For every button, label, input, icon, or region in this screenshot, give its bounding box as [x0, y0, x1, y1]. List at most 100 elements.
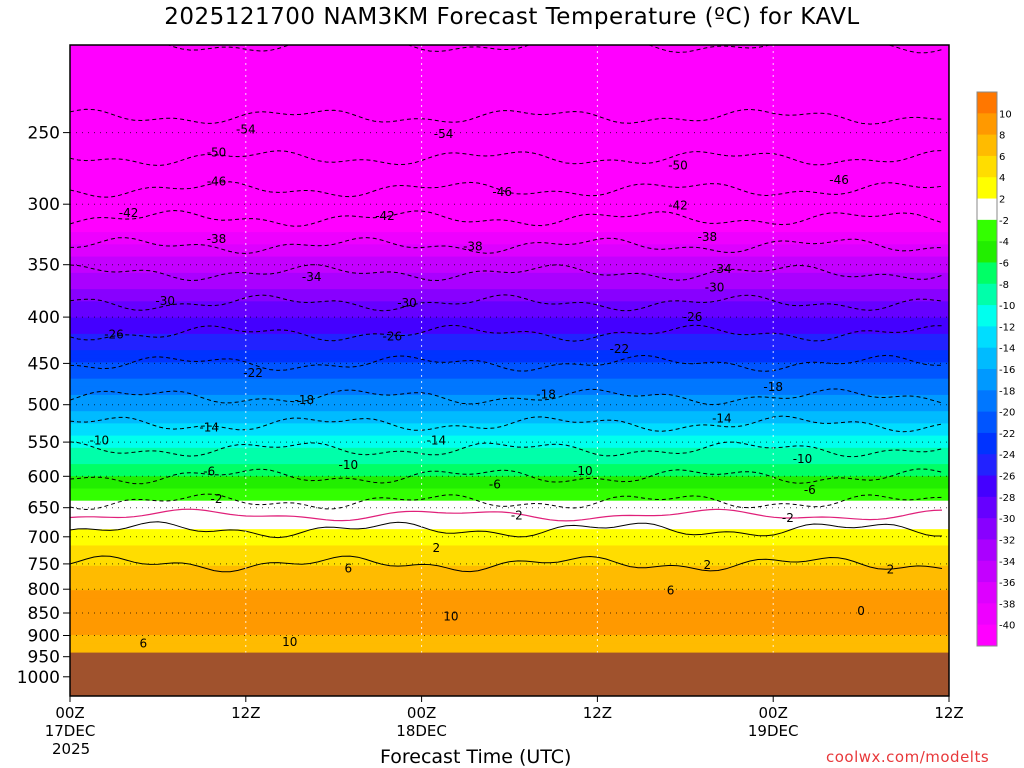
colorbar-tick-label: -8 — [999, 280, 1009, 291]
temp-band — [70, 69, 949, 75]
temp-band — [70, 321, 949, 327]
contour-label: -10 — [338, 458, 358, 472]
temp-band — [70, 455, 949, 461]
temp-band — [70, 370, 949, 376]
temp-band — [70, 289, 949, 294]
y-tick-label: 400 — [28, 308, 60, 328]
temp-band — [70, 529, 949, 534]
contour-label: -46 — [829, 173, 849, 187]
temp-band — [70, 403, 949, 408]
colorbar-swatch — [977, 475, 997, 498]
temp-band — [70, 411, 949, 416]
temp-band — [70, 362, 949, 368]
temp-band — [70, 85, 949, 91]
isotherm-line — [70, 493, 943, 511]
temp-band — [70, 468, 949, 473]
y-tick-label: 650 — [28, 499, 60, 519]
contour-label: -50 — [207, 146, 227, 160]
colorbar-tick-label: -34 — [999, 557, 1015, 568]
temp-band — [70, 545, 949, 551]
temp-band — [70, 398, 949, 404]
contour-label: 6 — [667, 584, 675, 598]
temp-band — [70, 73, 949, 79]
temp-band — [70, 464, 949, 469]
colorbar-swatch — [977, 198, 997, 221]
isotherm-line — [70, 468, 943, 485]
temp-band — [70, 626, 949, 632]
temp-band — [70, 484, 949, 490]
temp-band — [70, 435, 949, 441]
contour-label: -14 — [426, 434, 446, 448]
isotherm-line — [70, 521, 942, 539]
colorbar-swatch — [977, 603, 997, 626]
temp-band — [70, 244, 949, 250]
temp-band — [70, 480, 949, 486]
temperature-fill — [70, 45, 949, 696]
colorbar-swatch — [977, 134, 997, 157]
temp-band — [70, 561, 949, 567]
temp-band — [70, 578, 949, 583]
isotherm-line — [70, 294, 943, 312]
contour-label: -54 — [434, 127, 454, 141]
temp-band — [70, 77, 949, 83]
temp-band — [70, 301, 949, 306]
contour-label: -10 — [573, 464, 593, 478]
colorbar-swatch — [977, 496, 997, 519]
temp-band — [70, 130, 949, 136]
colorbar-tick-label: -38 — [999, 599, 1015, 610]
temp-band — [70, 57, 949, 62]
x-tick-label: 00Z — [407, 704, 436, 722]
temp-band — [70, 260, 949, 266]
contour-label: 10 — [443, 609, 458, 623]
isotherm-line — [70, 441, 943, 458]
colorbar-tick-label: -12 — [999, 322, 1015, 333]
colorbar-tick-label: 4 — [999, 173, 1005, 184]
year-label: 2025 — [52, 740, 91, 758]
temp-band — [70, 236, 949, 241]
isotherm-line — [70, 150, 943, 167]
temp-band — [70, 342, 949, 347]
temp-band — [70, 207, 949, 213]
contour-label: -38 — [207, 232, 227, 246]
temp-band — [70, 553, 949, 559]
temp-band — [70, 569, 949, 575]
y-tick-label: 800 — [28, 580, 60, 600]
colorbar-tick-label: -22 — [999, 429, 1015, 440]
contour-label: -30 — [705, 281, 725, 295]
temp-band — [70, 162, 949, 168]
temp-band — [70, 167, 949, 172]
temp-band — [70, 313, 949, 319]
temp-band — [70, 45, 949, 50]
temp-band — [70, 537, 949, 542]
contour-label: -10 — [89, 434, 109, 448]
colorbar-tick-label: 10 — [999, 109, 1012, 120]
temp-band — [70, 394, 949, 400]
colorbar-tick-label: -26 — [999, 472, 1015, 483]
temp-band — [70, 557, 949, 563]
colorbar-tick-label: -2 — [999, 216, 1009, 227]
contour-label: -2 — [782, 511, 794, 525]
temp-band — [70, 49, 949, 54]
y-tick-label: 500 — [28, 396, 60, 416]
temp-band — [70, 297, 949, 302]
temp-band — [70, 65, 949, 71]
temp-band — [70, 504, 949, 510]
temp-band — [70, 285, 949, 290]
x-tick-label: 00Z — [759, 704, 788, 722]
contour-label: -6 — [489, 478, 501, 492]
temp-band — [70, 472, 949, 477]
temp-band — [70, 488, 949, 494]
temp-band — [70, 634, 949, 640]
temp-band — [70, 219, 949, 225]
credit-link[interactable]: coolwx.com/modelts — [826, 748, 990, 766]
temp-band — [70, 439, 949, 445]
temp-band — [70, 126, 949, 132]
contour-label: -38 — [463, 239, 483, 253]
colorbar-swatch — [977, 582, 997, 604]
temp-band — [70, 158, 949, 164]
colorbar-tick-label: -4 — [999, 237, 1009, 248]
temp-band — [70, 492, 949, 498]
isotherm-line — [70, 181, 943, 198]
contour-label: -42 — [375, 209, 395, 223]
